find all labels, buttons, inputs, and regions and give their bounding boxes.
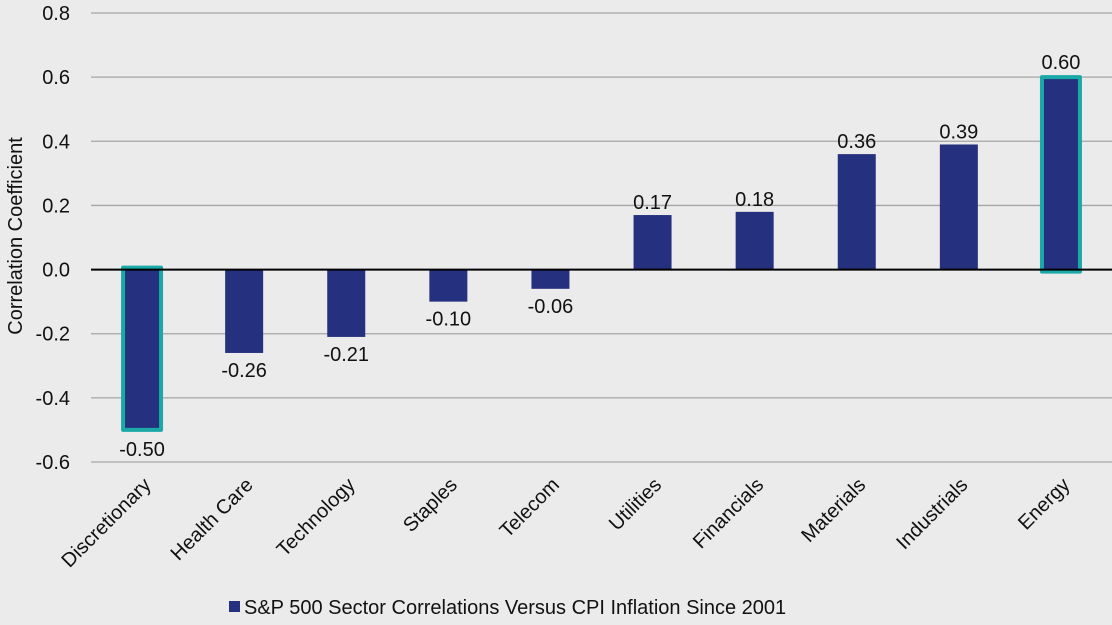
y-tick-label: 0.0 bbox=[42, 260, 70, 282]
x-tick-label: Staples bbox=[399, 474, 462, 537]
bar-utilities bbox=[633, 215, 672, 270]
legend: S&P 500 Sector Correlations Versus CPI I… bbox=[229, 597, 786, 619]
y-axis-ticks: 0.8 0.6 0.4 0.2 0.0 -0.2 -0.4 -0.6 bbox=[36, 3, 70, 474]
y-tick-label: -0.6 bbox=[36, 452, 70, 474]
x-tick-label: Industrials bbox=[892, 474, 972, 554]
bar-technology bbox=[327, 269, 366, 337]
data-label: 0.18 bbox=[735, 189, 774, 211]
data-label: -0.26 bbox=[221, 360, 267, 382]
x-tick-label: Health Care bbox=[167, 474, 258, 565]
bar-telecom bbox=[531, 269, 570, 289]
data-label: 0.17 bbox=[633, 192, 672, 214]
y-tick-label: 0.6 bbox=[42, 67, 70, 89]
bar-discretionary bbox=[121, 265, 164, 432]
y-axis-label: Correlation Coefficient bbox=[5, 137, 27, 335]
x-tick-label: Technology bbox=[273, 474, 360, 561]
x-tick-label: Utilities bbox=[605, 474, 666, 535]
data-label: -0.21 bbox=[323, 344, 369, 366]
x-tick-label: Telecom bbox=[496, 474, 564, 542]
x-tick-label: Discretionary bbox=[58, 474, 156, 572]
x-tick-label: Energy bbox=[1014, 474, 1074, 534]
y-tick-label: 0.8 bbox=[42, 3, 70, 25]
bar-materials bbox=[837, 154, 876, 270]
y-tick-label: -0.4 bbox=[36, 388, 70, 410]
legend-label: S&P 500 Sector Correlations Versus CPI I… bbox=[244, 597, 786, 619]
y-tick-label: 0.2 bbox=[42, 195, 70, 217]
legend-swatch bbox=[229, 601, 240, 612]
bar-financials bbox=[735, 211, 774, 270]
y-tick-label: 0.4 bbox=[42, 131, 70, 153]
bars bbox=[121, 75, 1082, 432]
data-label: 0.60 bbox=[1041, 52, 1080, 74]
data-label: 0.36 bbox=[837, 131, 876, 153]
data-labels: -0.50 -0.26 -0.21 -0.10 -0.06 0.17 0.18 0.36 0.3… bbox=[119, 52, 1080, 461]
data-label: -0.10 bbox=[426, 309, 472, 331]
x-tick-label: Materials bbox=[797, 474, 870, 547]
x-axis-ticks: Discretionary Health Care Technology Staple… bbox=[58, 474, 1075, 572]
data-label: -0.06 bbox=[528, 296, 574, 318]
bar-energy bbox=[1039, 75, 1082, 274]
bar-staples bbox=[429, 269, 468, 302]
bar-health-care bbox=[225, 269, 264, 353]
bar-industrials bbox=[939, 144, 978, 270]
data-label: 0.39 bbox=[939, 121, 978, 143]
x-tick-label: Financials bbox=[689, 474, 768, 553]
data-label: -0.50 bbox=[119, 439, 165, 461]
y-tick-label: -0.2 bbox=[36, 324, 70, 346]
